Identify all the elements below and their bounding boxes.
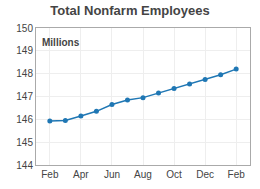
svg-text:148: 148: [16, 68, 33, 79]
svg-text:Dec: Dec: [196, 169, 214, 180]
svg-text:Feb: Feb: [41, 169, 59, 180]
svg-text:Total Nonfarm Employees: Total Nonfarm Employees: [50, 3, 209, 18]
svg-text:149: 149: [16, 45, 33, 56]
svg-text:145: 145: [16, 137, 33, 148]
svg-text:Jun: Jun: [104, 169, 120, 180]
svg-text:144: 144: [16, 160, 33, 171]
svg-text:150: 150: [16, 23, 33, 34]
svg-text:146: 146: [16, 114, 33, 125]
svg-text:147: 147: [16, 91, 33, 102]
svg-text:Aug: Aug: [134, 169, 152, 180]
svg-text:Oct: Oct: [166, 169, 182, 180]
svg-text:Millions: Millions: [42, 37, 80, 48]
svg-text:Feb: Feb: [228, 169, 246, 180]
svg-text:Apr: Apr: [73, 169, 89, 180]
